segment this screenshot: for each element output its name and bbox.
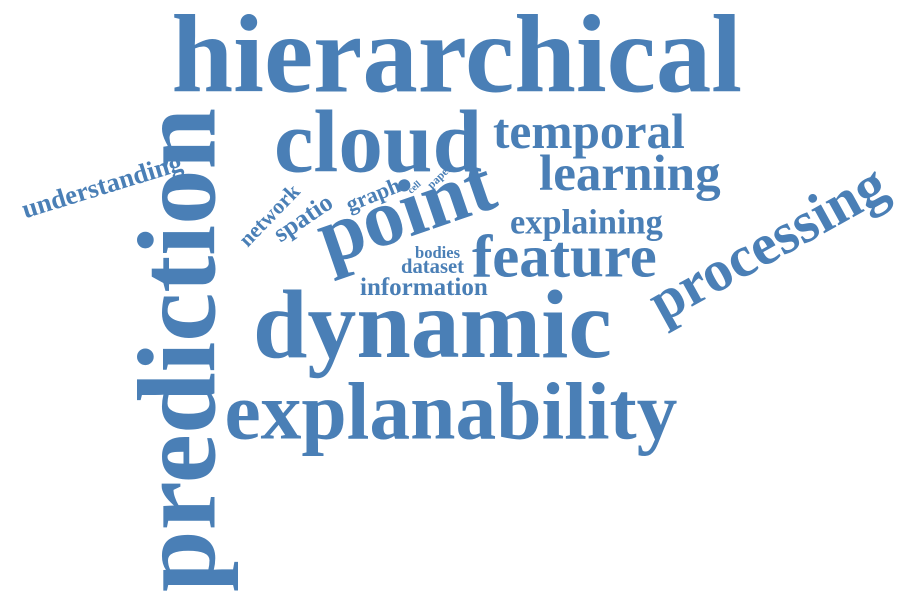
word-explanability: explanability: [224, 365, 678, 457]
word-temporal: temporal: [493, 104, 685, 159]
word-hierarchical: hierarchical: [171, 0, 743, 116]
word-information: information: [360, 274, 488, 301]
word-dataset: dataset: [401, 256, 465, 278]
word-prediction: prediction: [115, 107, 239, 592]
word-learning: learning: [539, 145, 721, 202]
word-dynamic: dynamic: [253, 271, 612, 379]
word-feature: feature: [472, 223, 657, 291]
word-cloud-term: cloud: [274, 93, 483, 192]
word-bodies: bodies: [415, 243, 461, 262]
word-explaining: explaining: [510, 203, 663, 242]
